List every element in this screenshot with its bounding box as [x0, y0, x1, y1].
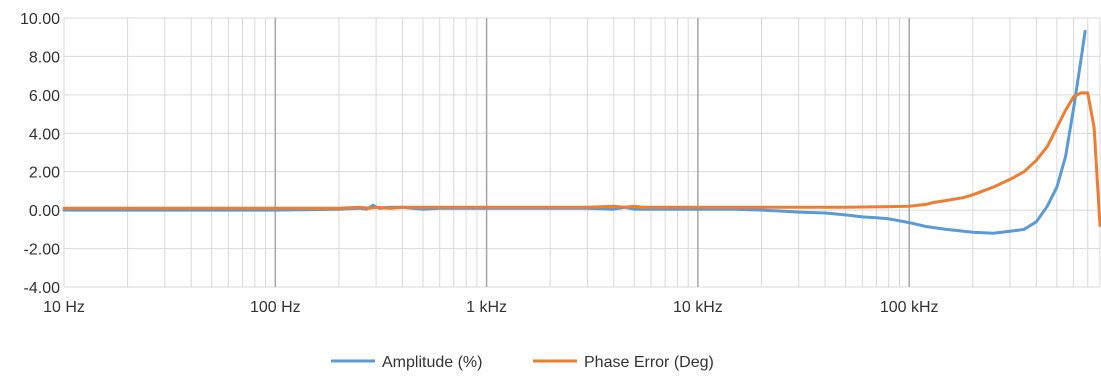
y-tick-label: -4.00: [24, 280, 61, 297]
y-tick-label: 2.00: [29, 165, 60, 182]
x-tick-label: 1 kHz: [466, 299, 507, 316]
y-tick-label: 0.00: [29, 203, 60, 220]
x-axis-tick-labels: 10 Hz 100 Hz 1 kHz 10 kHz 100 kHz: [43, 299, 938, 316]
series-line-1: [62, 91, 1101, 227]
major-gridlines: [63, 18, 910, 287]
x-tick-label: 100 Hz: [250, 299, 301, 316]
legend: Amplitude (%) Phase Error (Deg): [331, 354, 714, 371]
y-tick-label: 6.00: [29, 88, 60, 105]
y-tick-label: 8.00: [29, 49, 60, 66]
x-tick-label: 10 kHz: [673, 299, 723, 316]
x-tick-label: 100 kHz: [880, 299, 939, 316]
minor-gridlines: [64, 17, 1101, 288]
y-tick-label: -2.00: [24, 242, 61, 259]
y-axis-tick-labels: 10.00 8.00 6.00 4.00 2.00 0.00 -2.00 -4.00: [20, 11, 60, 297]
legend-label-0: Amplitude (%): [382, 354, 482, 371]
y-tick-label: 4.00: [29, 126, 60, 143]
series-lines: [62, 29, 1101, 235]
x-tick-label: 10 Hz: [43, 299, 85, 316]
legend-label-1: Phase Error (Deg): [584, 354, 714, 371]
y-tick-label: 10.00: [20, 11, 60, 28]
